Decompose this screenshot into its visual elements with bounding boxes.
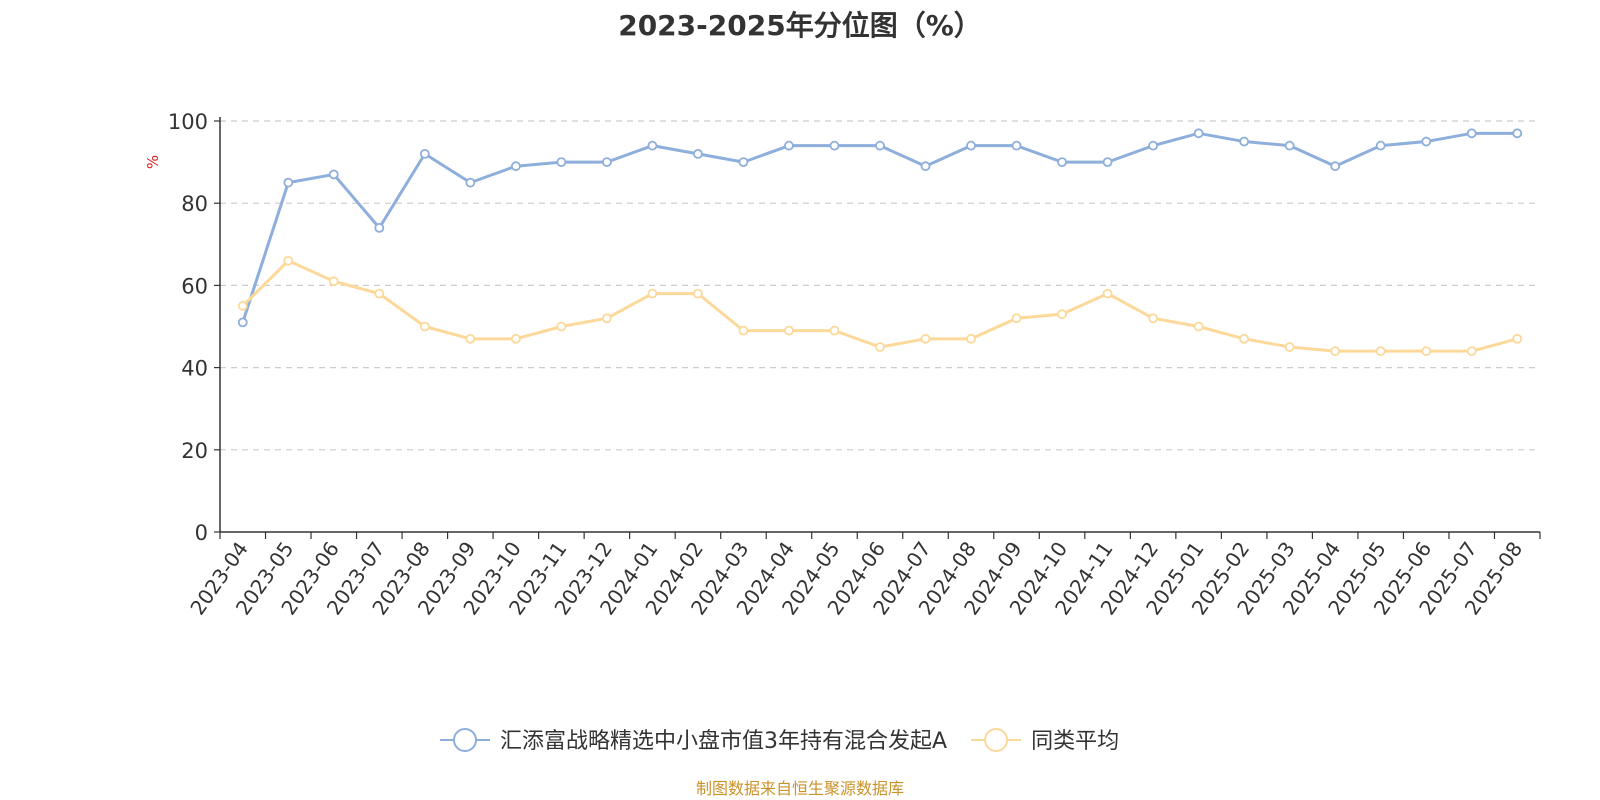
data-point[interactable] [1375,346,1386,357]
source-note: 制图数据来自恒生聚源数据库 [695,779,904,798]
data-point[interactable] [1148,313,1159,324]
data-point[interactable] [328,276,339,287]
data-point[interactable] [966,333,976,344]
data-point[interactable] [601,157,612,168]
data-point[interactable] [328,169,339,180]
data-point[interactable] [875,140,885,151]
y-tick-label: 100 [168,110,208,134]
grid-lines [220,120,1540,451]
data-point[interactable] [556,157,567,168]
data-point[interactable] [510,161,521,172]
data-point[interactable] [1466,346,1477,357]
data-point[interactable] [738,325,749,336]
y-tick-label: 20 [181,439,208,463]
data-point[interactable] [1330,346,1341,357]
data-point[interactable] [920,161,931,172]
data-point[interactable] [829,140,840,151]
legend-item-1[interactable]: 汇添富战略精选中小盘市值3年持有混合发起A [440,728,947,754]
data-point[interactable] [920,333,931,344]
chart-title: 2023-2025年分位图（%） [618,9,982,42]
data-point[interactable] [510,333,521,344]
data-point[interactable] [1011,140,1022,151]
legend-circle-icon [984,728,1009,752]
y-tick-label: 40 [181,357,208,381]
data-point[interactable] [465,333,476,344]
data-point[interactable] [829,325,840,336]
data-point[interactable] [1057,157,1067,168]
data-point[interactable] [1512,333,1523,344]
data-point[interactable] [283,255,294,266]
data-point[interactable] [1330,161,1341,172]
data-point[interactable] [601,313,612,324]
data-point[interactable] [875,342,885,352]
data-point[interactable] [784,140,794,151]
data-point[interactable] [237,317,248,328]
series-line-1 [241,131,1518,323]
y-tick-label: 80 [181,192,208,216]
data-point[interactable] [1239,333,1250,344]
data-point[interactable] [647,288,658,299]
data-point[interactable] [1057,309,1067,320]
data-point[interactable] [419,148,430,159]
data-point[interactable] [1512,128,1523,139]
legend-circle-icon [453,728,477,752]
data-point[interactable] [1102,157,1113,168]
legend-label: 同类平均 [1031,729,1119,754]
data-point[interactable] [374,288,385,299]
data-point[interactable] [784,325,794,336]
data-point[interactable] [1193,321,1204,332]
legend[interactable]: 汇添富战略精选中小盘市值3年持有混合发起A 同类平均 [440,728,1119,754]
data-point[interactable] [1421,136,1432,147]
data-point[interactable] [283,177,294,188]
data-point[interactable] [1284,140,1295,151]
data-point[interactable] [1284,342,1295,352]
data-point[interactable] [1421,346,1432,357]
data-point[interactable] [465,177,476,188]
data-point[interactable] [237,301,248,311]
legend-label: 汇添富战略精选中小盘市值3年持有混合发起A [500,729,947,754]
y-tick-label: 0 [195,521,208,545]
data-point[interactable] [374,222,385,233]
series-line-2 [241,259,1518,353]
axes: 0204060801002023-042023-052023-062023-07… [168,110,1541,619]
y-tick-label: 60 [181,274,208,298]
legend-item-2[interactable]: 同类平均 [971,728,1119,754]
data-point[interactable] [647,140,658,151]
data-point[interactable] [693,148,703,159]
data-point[interactable] [556,321,567,332]
data-point[interactable] [1239,136,1250,147]
data-point[interactable] [1102,288,1113,299]
series-lines [237,128,1523,357]
y-axis-label: % [144,155,162,169]
data-point[interactable] [738,157,749,168]
data-point[interactable] [1148,140,1159,151]
data-point[interactable] [1375,140,1386,151]
data-point[interactable] [1193,128,1204,139]
data-point[interactable] [966,140,976,151]
data-point[interactable] [1011,313,1022,324]
data-point[interactable] [693,288,703,299]
data-point[interactable] [1466,128,1477,139]
data-point[interactable] [419,321,430,332]
